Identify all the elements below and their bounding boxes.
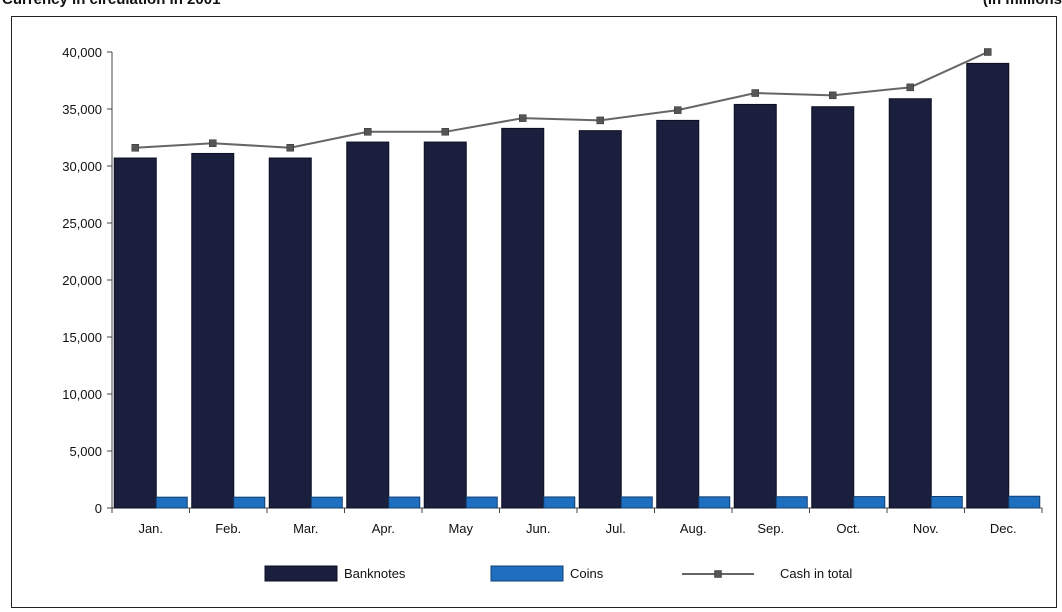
cash-total-marker <box>519 114 527 122</box>
y-tick-label: 20,000 <box>62 273 102 288</box>
banknotes-bar <box>346 141 390 509</box>
coins-bar <box>155 496 188 509</box>
legend-coins-label: Coins <box>570 566 604 581</box>
legend-total-label: Cash in total <box>780 566 852 581</box>
banknotes-bar <box>191 152 235 509</box>
banknotes-bar <box>268 157 312 509</box>
cash-total-line <box>135 51 989 149</box>
banknotes-bar <box>888 98 932 509</box>
y-tick-label: 15,000 <box>62 330 102 345</box>
y-tick-labels: 0 5,000 10,000 15,000 20,000 25,000 30,000 35,0… <box>62 45 102 516</box>
legend: Banknotes Coins Cash in total <box>264 565 852 582</box>
cash-total-marker <box>984 48 992 56</box>
combo-chart: Jan. Feb. Mar. Apr. May Jun. Jul. Aug. Sep. Oct. N… <box>62 45 1043 582</box>
cash-total-marker <box>751 89 759 97</box>
x-tick-label: Nov. <box>913 521 939 536</box>
unit-fragment: (in millions <box>983 0 1062 8</box>
x-tick-label: Oct. <box>836 521 860 536</box>
x-tick-label: Aug. <box>680 521 707 536</box>
coins-bar <box>388 496 421 509</box>
x-tick-label: Dec. <box>990 521 1017 536</box>
chart-title-fragment: Currency in circulation in 2001 <box>2 0 220 8</box>
x-tick-labels: Jan. Feb. Mar. Apr. May Jun. Jul. Aug. Sep. Oct. N… <box>138 521 1016 536</box>
coins-bar <box>775 496 808 509</box>
y-tick-label: 40,000 <box>62 45 102 60</box>
cash-total-marker <box>906 83 914 92</box>
cash-total-marker <box>131 144 139 152</box>
x-tick-label: Jun. <box>526 521 551 536</box>
coins-bar <box>310 496 343 509</box>
x-tick-label: May <box>448 521 473 536</box>
cash-total-marker <box>441 128 449 136</box>
y-tick-label: 10,000 <box>62 387 102 402</box>
x-tick-label: Mar. <box>293 521 318 536</box>
banknotes-bar <box>733 103 777 509</box>
legend-banknotes-label: Banknotes <box>344 566 406 581</box>
cash-total-marker <box>829 91 837 100</box>
banknotes-bar <box>811 106 855 509</box>
y-tick-label: 35,000 <box>62 102 102 117</box>
banknotes-bar <box>656 119 700 509</box>
coins-bar <box>930 495 963 509</box>
x-tick-label: Apr. <box>372 521 395 536</box>
line-group <box>131 48 992 152</box>
legend-coins-swatch <box>490 565 564 582</box>
y-tick-label: 0 <box>95 501 102 516</box>
banknotes-bar <box>423 141 467 509</box>
coins-bar <box>465 496 498 509</box>
cash-total-marker <box>596 116 604 125</box>
chart-frame: Jan. Feb. Mar. Apr. May Jun. Jul. Aug. Sep. Oct. N… <box>11 16 1057 608</box>
banknotes-bar <box>113 157 157 509</box>
banknotes-bar <box>966 62 1010 509</box>
y-tick-label: 30,000 <box>62 159 102 174</box>
y-tick-label: 25,000 <box>62 216 102 231</box>
cash-total-marker <box>286 144 294 152</box>
axes <box>107 51 1043 513</box>
cash-total-marker <box>364 128 372 136</box>
x-tick-label: Jul. <box>606 521 626 536</box>
coins-bar <box>620 496 653 509</box>
banknotes-bar <box>578 130 622 509</box>
legend-total-marker <box>714 570 722 578</box>
coins-bar <box>853 496 886 509</box>
y-tick-label: 5,000 <box>69 444 102 459</box>
x-tick-label: Sep. <box>757 521 784 536</box>
bar-group <box>113 62 1041 509</box>
x-tick-label: Feb. <box>215 521 241 536</box>
coins-bar <box>698 496 731 509</box>
coins-bar <box>233 496 266 509</box>
cash-total-marker <box>209 139 217 147</box>
legend-banknotes-swatch <box>264 565 338 582</box>
banknotes-bar <box>501 127 545 509</box>
x-tick-label: Jan. <box>138 521 163 536</box>
cash-total-marker <box>674 106 682 114</box>
coins-bar <box>543 496 576 509</box>
coins-bar <box>1008 495 1041 509</box>
